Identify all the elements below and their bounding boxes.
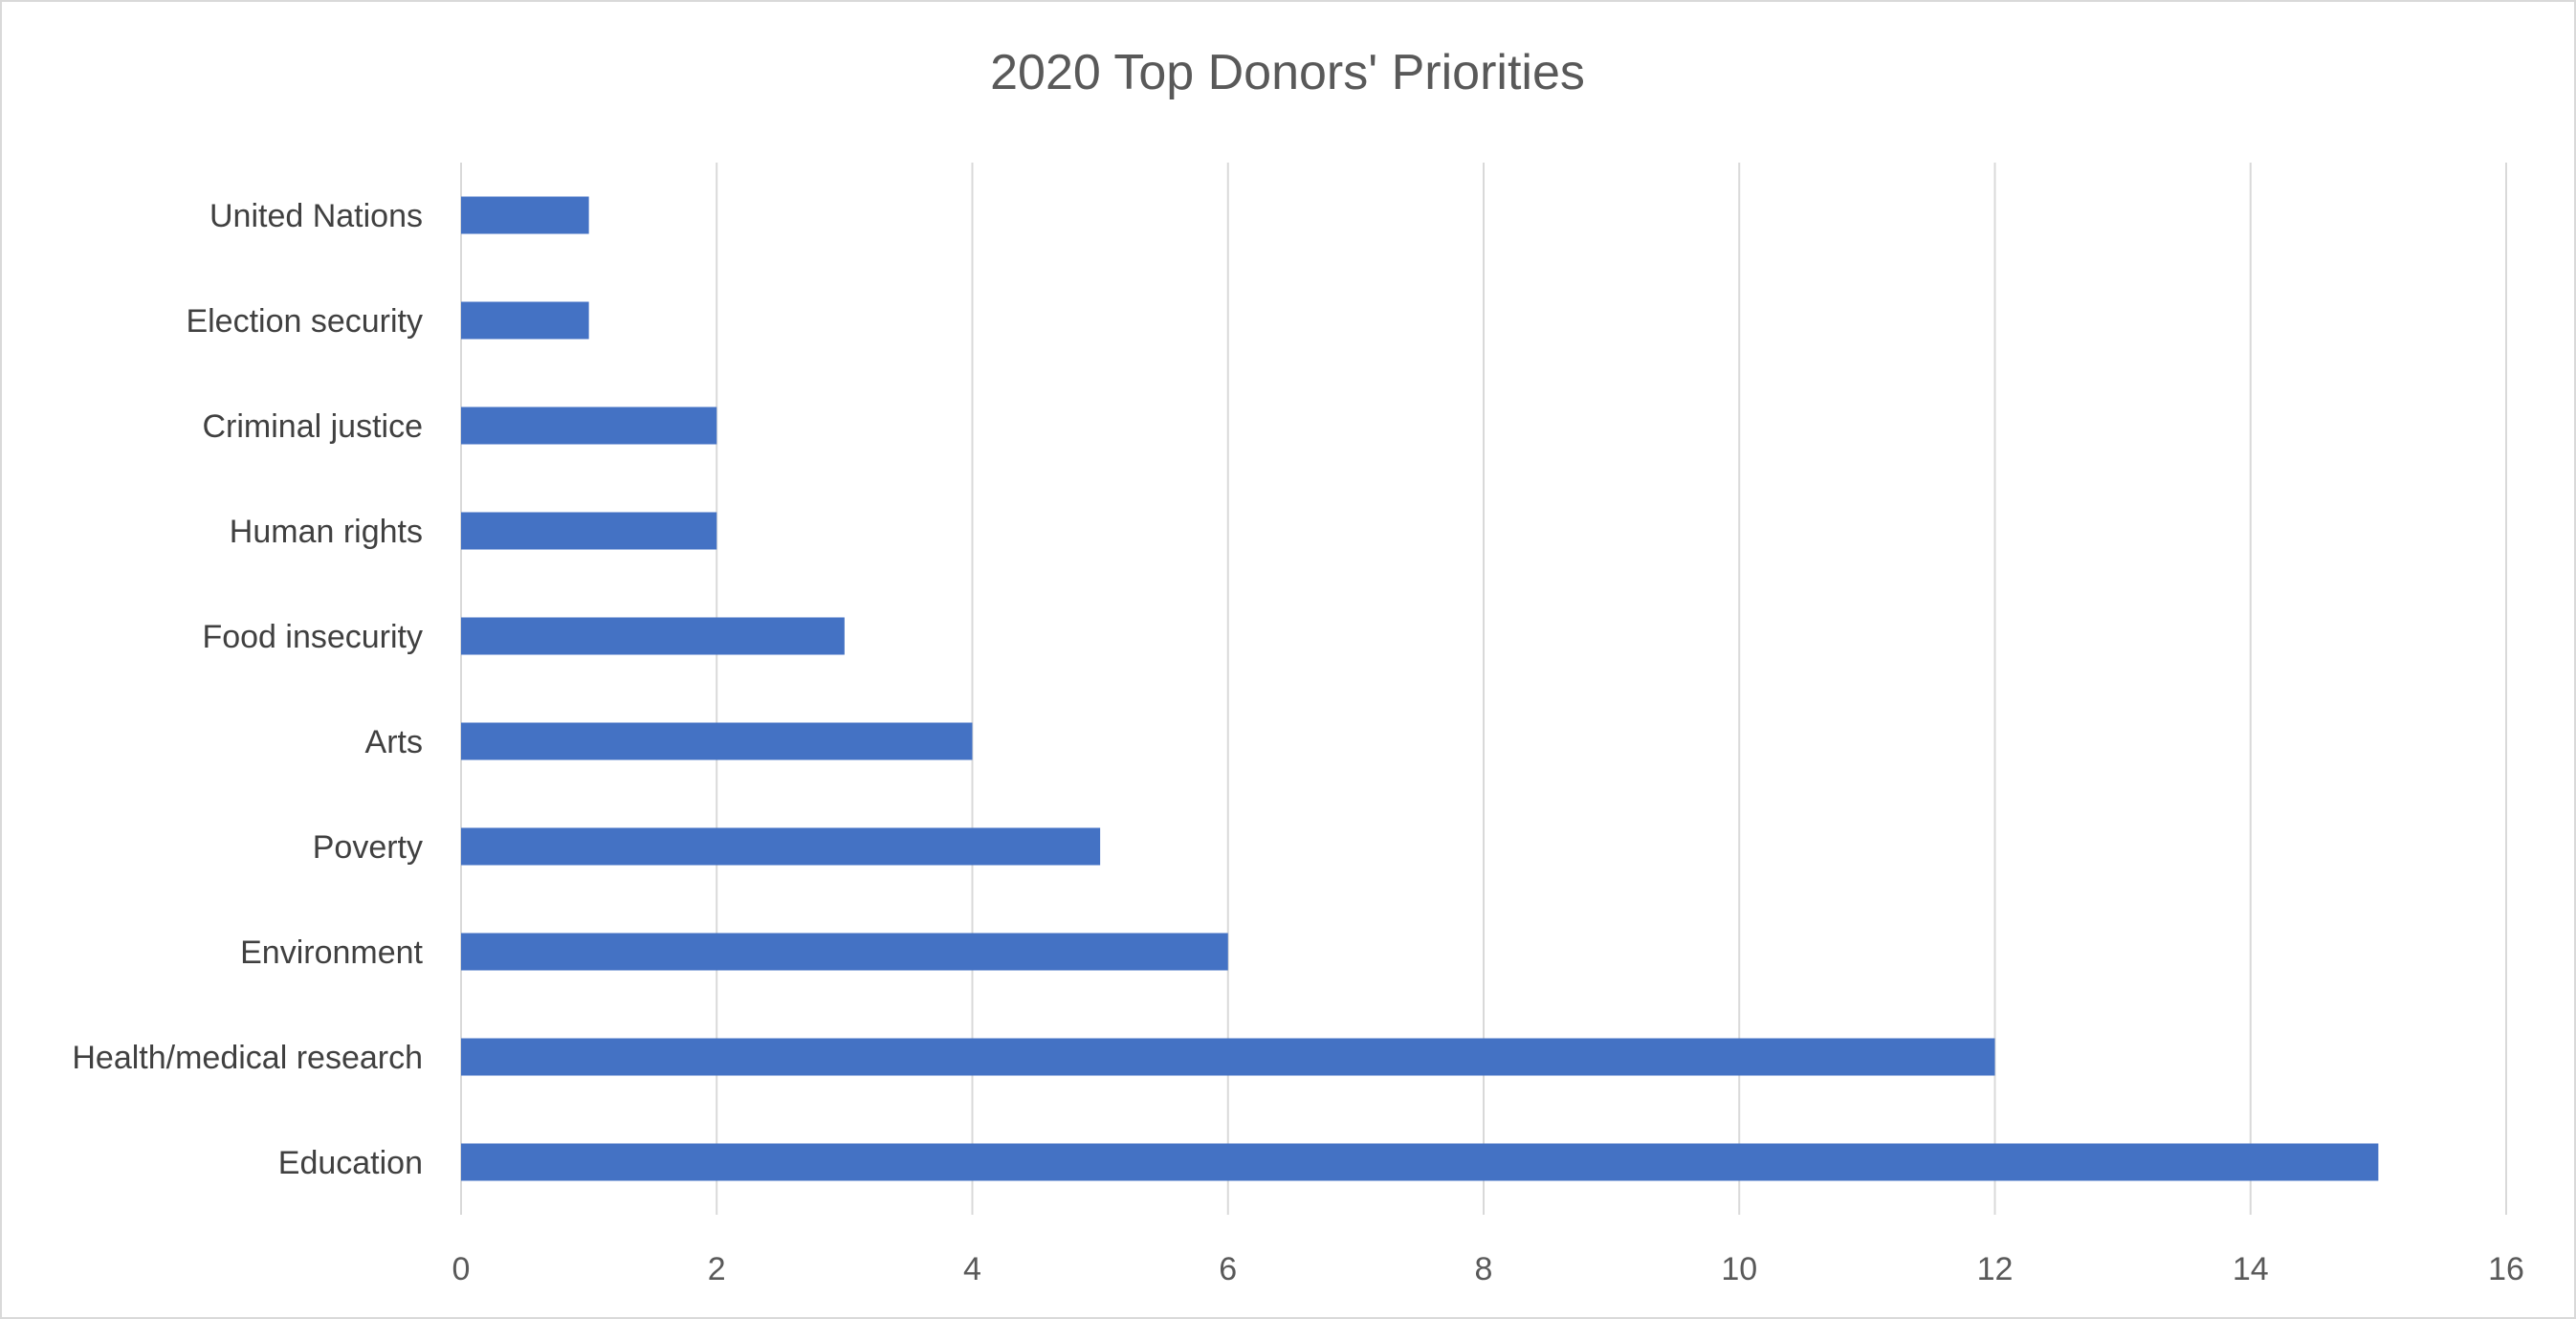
bar-human-rights xyxy=(461,512,717,550)
x-tick-label-10: 10 xyxy=(1721,1251,1757,1287)
x-tick-label-2: 2 xyxy=(708,1251,726,1287)
x-tick-label-16: 16 xyxy=(2488,1251,2524,1287)
bar-environment xyxy=(461,933,1228,971)
category-label-criminal-justice: Criminal justice xyxy=(203,408,424,445)
x-axis-tick-labels: 0 2 4 6 8 10 12 14 16 xyxy=(452,1251,2524,1287)
category-label-poverty: Poverty xyxy=(313,829,423,866)
category-label-environment: Environment xyxy=(240,934,423,971)
x-tick-label-14: 14 xyxy=(2233,1251,2269,1287)
bar-criminal-justice xyxy=(461,407,717,445)
category-label-health-medical-research: Health/medical research xyxy=(72,1040,423,1076)
category-label-arts: Arts xyxy=(365,724,423,760)
bar-education xyxy=(461,1143,2379,1181)
bar-health-medical-research xyxy=(461,1038,1995,1076)
category-label-education: Education xyxy=(278,1145,423,1181)
x-tick-label-0: 0 xyxy=(452,1251,471,1287)
bar-food-insecurity xyxy=(461,617,845,655)
category-label-election-security: Election security xyxy=(186,303,423,340)
x-tick-label-6: 6 xyxy=(1219,1251,1237,1287)
bar-united-nations xyxy=(461,196,589,234)
bar-arts xyxy=(461,722,973,760)
category-labels: United Nations Election security Criminal … xyxy=(72,198,423,1181)
x-tick-label-12: 12 xyxy=(1977,1251,2014,1287)
x-tick-label-8: 8 xyxy=(1475,1251,1493,1287)
chart-title: 2020 Top Donors' Priorities xyxy=(990,45,1585,100)
x-tick-label-4: 4 xyxy=(963,1251,981,1287)
bar-poverty xyxy=(461,827,1101,866)
bars xyxy=(461,196,2379,1181)
category-label-united-nations: United Nations xyxy=(209,198,423,234)
category-label-human-rights: Human rights xyxy=(230,514,423,550)
category-label-food-insecurity: Food insecurity xyxy=(202,619,423,655)
bar-election-security xyxy=(461,301,589,340)
